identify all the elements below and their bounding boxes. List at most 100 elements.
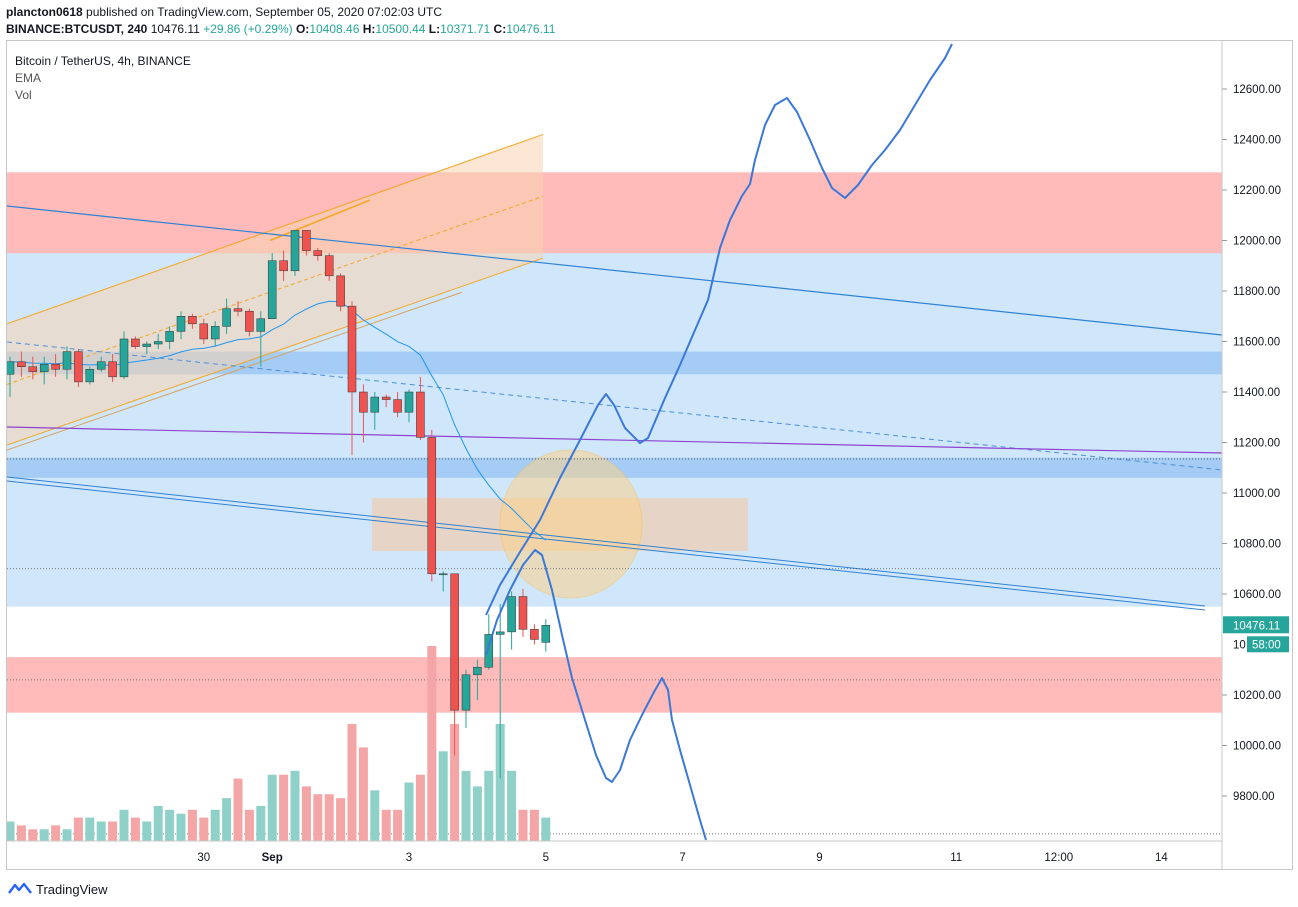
candle-body	[7, 361, 15, 375]
channel-upper	[7, 133, 544, 325]
publish-text: published on TradingView.com, September …	[86, 5, 443, 19]
volume-bar	[427, 646, 437, 841]
candle-body	[233, 308, 243, 312]
volume-bar	[233, 778, 243, 841]
volume-bar	[39, 829, 49, 841]
volume-bar	[450, 724, 460, 841]
volume-bar	[222, 798, 232, 841]
last-price: 10476.11	[150, 22, 200, 36]
price-change: +29.86 (+0.29%)	[203, 22, 293, 36]
candle-body	[359, 391, 368, 413]
candle-body	[404, 391, 414, 413]
channel-mid	[7, 195, 544, 385]
volume-bar	[336, 798, 346, 841]
y-tick-label: 12400.00	[1233, 135, 1281, 147]
chart-legend: Bitcoin / TetherUS, 4h, BINANCE EMA Vol	[15, 53, 191, 104]
publish-info: plancton0618 published on TradingView.co…	[6, 5, 442, 19]
candle-body	[74, 351, 83, 383]
low-value: 10371.71	[440, 22, 491, 36]
projection-path-up	[485, 43, 953, 616]
plot-area	[7, 43, 1222, 841]
legend-title[interactable]: Bitcoin / TetherUS, 4h, BINANCE	[15, 54, 191, 68]
high-value: 10500.44	[375, 22, 426, 36]
candle-body	[279, 260, 288, 272]
y-tick-label: 11800.00	[1233, 286, 1280, 298]
close-label: C:	[493, 22, 507, 36]
y-tick-label: 10600.00	[1233, 589, 1281, 601]
volume-bar	[393, 809, 403, 841]
candle-body	[484, 634, 494, 668]
candle-body	[290, 230, 300, 272]
x-tick-label: 3	[406, 852, 412, 864]
volume-bar	[415, 774, 425, 841]
candle-body	[39, 363, 49, 373]
candle-body	[541, 625, 551, 643]
author-name[interactable]: plancton0618	[6, 5, 83, 19]
volume-bar	[130, 817, 140, 841]
brand-name[interactable]: TradingView	[36, 881, 108, 897]
y-tick-label: 11000.00	[1233, 488, 1280, 500]
volume-bar	[529, 809, 539, 841]
candle-body	[17, 361, 26, 368]
volume-bar	[176, 813, 186, 841]
candle-body	[381, 396, 391, 400]
y-tick-label: 11200.00	[1233, 438, 1280, 450]
candle-body	[28, 366, 38, 373]
volume-bar	[404, 782, 414, 841]
candle-body	[438, 573, 448, 576]
candle-body	[222, 308, 231, 327]
open-label: O:	[295, 22, 310, 36]
projection-path-down	[485, 549, 707, 841]
ohlc-info: BINANCE:BTCUSDT, 240 10476.11 +29.86 (+0…	[6, 22, 555, 36]
volume-bar	[301, 786, 311, 841]
price-partial-label: 10	[1233, 639, 1246, 651]
candle-body	[153, 341, 163, 345]
countdown-tag	[1247, 636, 1289, 653]
candle-body	[302, 230, 311, 251]
legend-vol[interactable]: Vol	[15, 88, 32, 102]
volume-bar	[313, 794, 323, 841]
channel-line-3	[269, 199, 371, 242]
trendline-lower-2	[7, 480, 1206, 611]
volume-bar	[324, 794, 334, 841]
volume-bar	[96, 821, 106, 841]
candle-body	[210, 326, 220, 340]
tradingview-logo-icon	[8, 882, 32, 894]
volume-bar	[370, 790, 380, 841]
chart-header: plancton0618 published on TradingView.co…	[0, 0, 1298, 40]
candle-body	[245, 310, 254, 332]
candle-body	[324, 255, 334, 277]
red-zone-0	[7, 172, 1222, 254]
candle-body	[347, 305, 357, 393]
candle-body	[495, 631, 505, 635]
volume-bar	[279, 774, 289, 841]
volume-bar	[472, 786, 482, 841]
candle-body	[188, 316, 197, 325]
candle-body	[530, 629, 539, 640]
volume-bar	[518, 809, 528, 841]
y-tick-label: 12200.00	[1233, 185, 1281, 197]
volume-bar	[119, 809, 129, 841]
volume-bar	[244, 809, 254, 841]
volume-bar	[541, 817, 551, 841]
x-tick-label: 7	[679, 852, 685, 864]
close-value: 10476.11	[506, 22, 556, 36]
volume-bar	[507, 770, 517, 841]
chart-frame	[6, 40, 1293, 870]
candle-body	[370, 396, 380, 413]
candle-body	[450, 573, 459, 711]
candle-body	[51, 363, 60, 370]
blue-band-0	[7, 351, 1222, 375]
candle-body	[176, 316, 186, 332]
legend-ema[interactable]: EMA	[15, 71, 42, 85]
last-price-label: 10476.11	[1233, 620, 1280, 632]
candle-body	[199, 323, 209, 340]
blue-zone	[7, 251, 1222, 607]
volume-bar	[438, 751, 448, 841]
y-tick-label: 9800.00	[1233, 791, 1275, 803]
x-tick-label: 9	[816, 852, 822, 864]
volume-bar	[358, 747, 368, 841]
candle-body	[165, 331, 174, 342]
y-tick-label: 12000.00	[1233, 236, 1281, 248]
